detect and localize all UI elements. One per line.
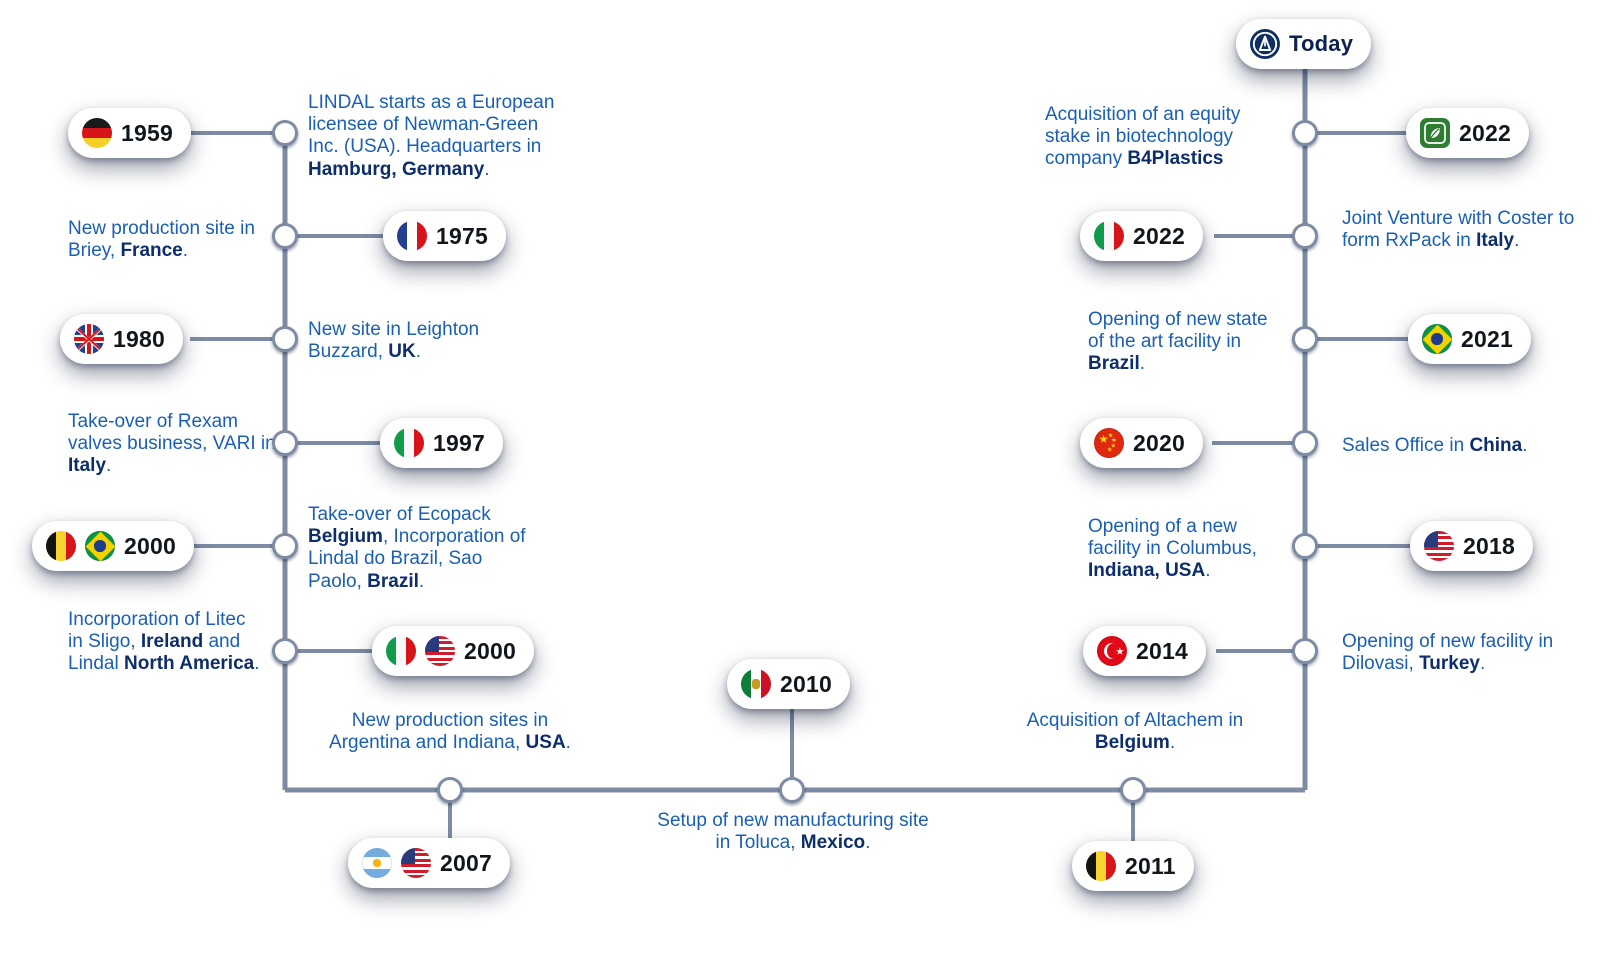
milestone-card-2000-italy-usa[interactable]: 2000 — [372, 626, 534, 676]
timeline-node-2000b[interactable] — [272, 638, 298, 664]
milestone-card-1975[interactable]: 1975 — [383, 211, 506, 261]
timeline-node-1997[interactable] — [272, 430, 298, 456]
milestone-year: 2022 — [1459, 119, 1511, 146]
milestone-year: 2000 — [124, 532, 176, 559]
milestone-description-1975: New production site in Briey, France. — [68, 218, 255, 262]
milestone-year: 2011 — [1125, 852, 1176, 879]
milestone-description-2020: Sales Office in China. — [1342, 435, 1528, 456]
usa-flag-icon — [1424, 531, 1454, 561]
milestone-card-2011[interactable]: 2011 — [1072, 841, 1194, 891]
milestone-description-2011: Acquisition of Altachem in Belgium. — [1026, 710, 1244, 754]
argentina-flag-icon — [362, 848, 392, 878]
milestone-year: 2007 — [440, 849, 492, 876]
timeline-node-2000a[interactable] — [272, 533, 298, 559]
mexico-flag-icon — [741, 669, 771, 699]
milestone-card-today[interactable]: Today — [1236, 19, 1372, 69]
lindal-logo-icon — [1250, 29, 1280, 59]
brazil-flag-icon — [85, 531, 115, 561]
timeline-node-2018[interactable] — [1292, 533, 1318, 559]
usa-flag-icon — [401, 848, 431, 878]
milestone-year: 1997 — [433, 429, 485, 456]
timeline-node-2007[interactable] — [437, 777, 463, 803]
milestone-description-2021: Opening of new state of the art facility… — [1088, 309, 1268, 375]
milestone-card-2022-italy[interactable]: 2022 — [1080, 211, 1203, 261]
usa-flag-icon — [425, 636, 455, 666]
milestone-card-2007[interactable]: 2007 — [348, 838, 510, 888]
milestone-description-2022-italy: Joint Venture with Coster to form RxPack… — [1342, 208, 1575, 252]
timeline-node-2011[interactable] — [1120, 777, 1146, 803]
timeline-node-2020[interactable] — [1292, 430, 1318, 456]
timeline-node-1980[interactable] — [272, 326, 298, 352]
milestone-card-1980[interactable]: 1980 — [60, 314, 183, 364]
milestone-year: 2020 — [1133, 429, 1185, 456]
milestone-year: Today — [1289, 31, 1354, 56]
milestone-card-1959[interactable]: 1959 — [68, 108, 191, 158]
timeline-node-2022it[interactable] — [1292, 223, 1318, 249]
milestone-description-1980: New site in Leighton Buzzard, UK. — [308, 319, 480, 363]
milestone-year: 1959 — [121, 119, 173, 146]
timeline-node-1959[interactable] — [272, 120, 298, 146]
milestone-card-2020[interactable]: 2020 — [1080, 418, 1203, 468]
milestone-year: 2000 — [464, 637, 516, 664]
milestone-description-2007: New production sites in Argentina and In… — [329, 710, 571, 754]
milestone-year: 1975 — [436, 222, 488, 249]
germany-flag-icon — [82, 118, 112, 148]
milestone-description-1997: Take-over of Rexam valves business, VARI… — [68, 411, 276, 477]
sustainability-leaf-icon — [1420, 118, 1450, 148]
milestone-card-2022-biotech[interactable]: 2022 — [1406, 108, 1529, 158]
china-flag-icon — [1094, 428, 1124, 458]
france-flag-icon — [397, 221, 427, 251]
milestone-year: 1980 — [113, 325, 165, 352]
timeline-node-2021[interactable] — [1292, 326, 1318, 352]
italy-flag-icon — [386, 636, 416, 666]
timeline-node-2010[interactable] — [779, 777, 805, 803]
timeline-node-1975[interactable] — [272, 223, 298, 249]
milestone-card-2000-belgium-brazil[interactable]: 2000 — [32, 521, 194, 571]
brazil-flag-icon — [1422, 324, 1452, 354]
milestone-description-2014: Opening of new facility in Dilovasi, Tur… — [1342, 631, 1554, 675]
turkey-flag-icon — [1097, 636, 1127, 666]
milestone-year: 2010 — [780, 670, 832, 697]
milestone-card-1997[interactable]: 1997 — [380, 418, 503, 468]
milestone-description-2018: Opening of a new facility in Columbus, I… — [1088, 516, 1257, 582]
milestone-year: 2022 — [1133, 222, 1185, 249]
belgium-flag-icon — [1086, 851, 1116, 881]
italy-flag-icon — [394, 428, 424, 458]
milestone-year: 2021 — [1461, 325, 1513, 352]
italy-flag-icon — [1094, 221, 1124, 251]
belgium-flag-icon — [46, 531, 76, 561]
milestone-description-2000-italy-usa: Incorporation of Litec in Sligo, Ireland… — [68, 609, 260, 675]
milestone-description-1959: LINDAL starts as a European licensee of … — [308, 92, 555, 180]
timeline-node-2022bio[interactable] — [1292, 120, 1318, 146]
uk-flag-icon — [74, 324, 104, 354]
milestone-year: 2018 — [1463, 532, 1515, 559]
milestone-card-2018[interactable]: 2018 — [1410, 521, 1533, 571]
milestone-card-2010[interactable]: 2010 — [727, 659, 850, 709]
milestone-card-2021[interactable]: 2021 — [1408, 314, 1531, 364]
milestone-description-2022-biotech: Acquisition of an equity stake in biotec… — [1045, 104, 1241, 170]
milestone-description-2010: Setup of new manufacturing site in Toluc… — [657, 810, 929, 854]
milestone-year: 2014 — [1136, 637, 1188, 664]
milestone-description-2000-belgium-brazil: Take-over of Ecopack Belgium, Incorporat… — [308, 504, 526, 592]
milestone-card-2014[interactable]: 2014 — [1083, 626, 1206, 676]
timeline-node-2014[interactable] — [1292, 638, 1318, 664]
